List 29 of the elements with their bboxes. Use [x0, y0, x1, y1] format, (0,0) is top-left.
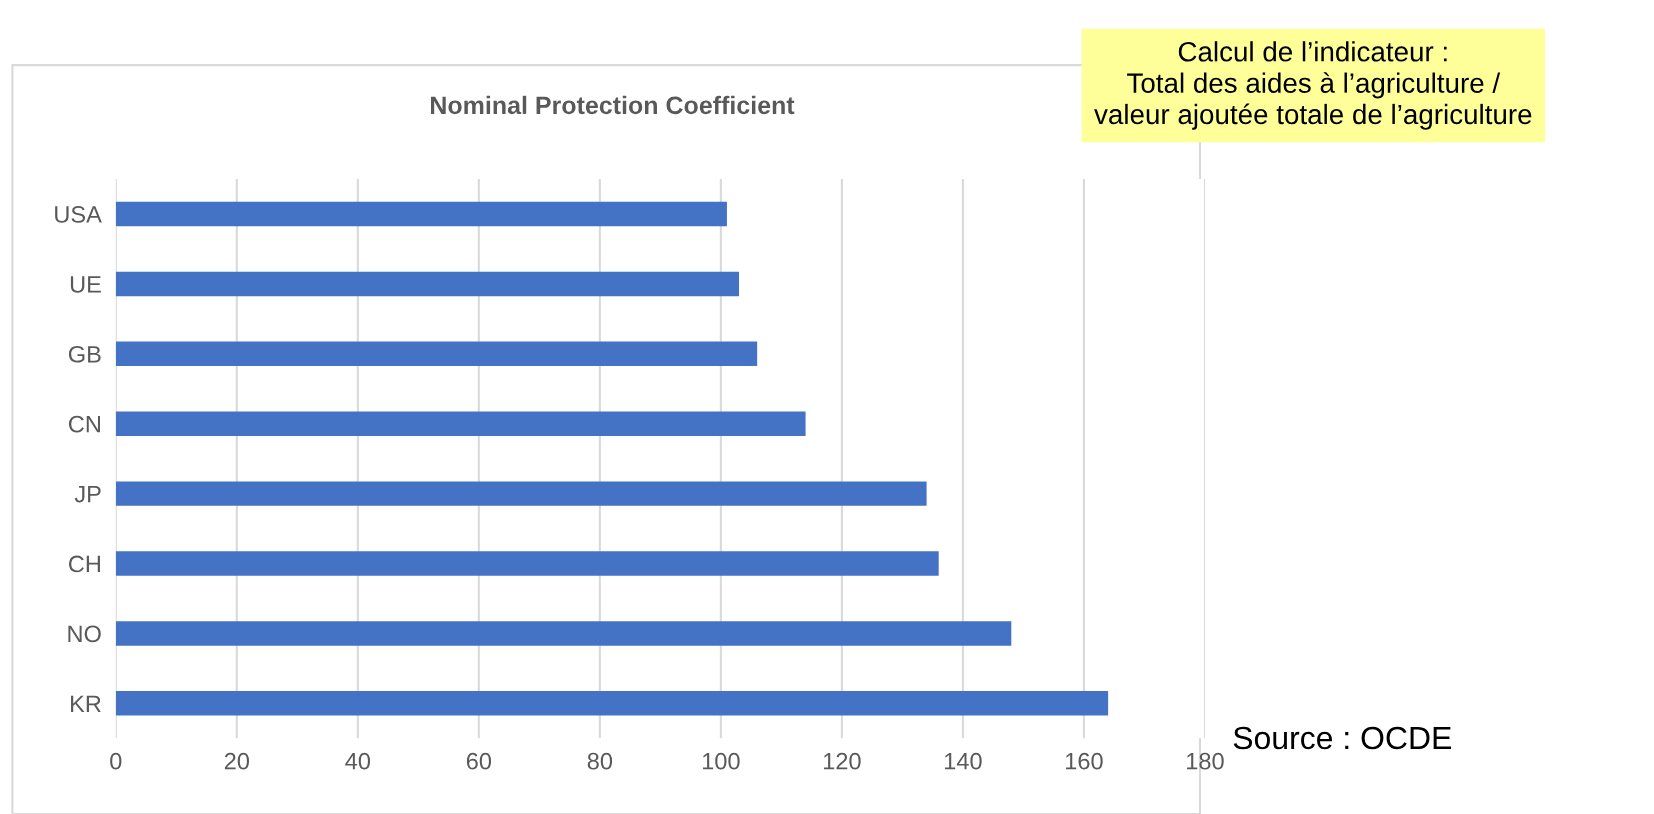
bar — [115, 691, 1109, 716]
chart-title: Nominal Protection Coefficient — [431, 95, 795, 115]
y-tick-label: KR — [71, 695, 101, 712]
x-tick-label: 160 — [1066, 752, 1103, 770]
bar — [115, 621, 1012, 646]
bar — [115, 411, 806, 436]
x-tick-label: 120 — [823, 752, 861, 770]
x-tick-label: 180 — [1187, 752, 1224, 770]
y-tick-label: CN — [68, 415, 100, 433]
y-tick-label: NO — [68, 625, 101, 643]
bar — [115, 271, 740, 297]
y-tick-label: UE — [70, 276, 101, 293]
x-tick-label: 100 — [702, 752, 740, 770]
bar — [115, 341, 758, 367]
bar — [115, 551, 939, 576]
x-tick-label: 60 — [466, 752, 492, 770]
x-tick-label: 40 — [345, 752, 371, 770]
y-tick-label: USA — [55, 206, 102, 223]
y-tick-label: JP — [74, 485, 101, 503]
x-tick-label: 20 — [224, 752, 250, 770]
x-tick-label: 80 — [587, 752, 613, 770]
y-tick-label: CH — [68, 555, 100, 573]
bar — [115, 201, 727, 227]
source-note: Source : OCDE — [1233, 726, 1451, 750]
x-tick-label: 0 — [110, 752, 122, 770]
x-tick-label: 140 — [945, 752, 982, 770]
text: Calcul de l’indicateur : Total des aides à l’agriculture / valeur ajoutée totale de l’agriculture — [1094, 41, 1532, 130]
y-tick-label: GB — [68, 345, 101, 363]
bar — [115, 481, 927, 506]
